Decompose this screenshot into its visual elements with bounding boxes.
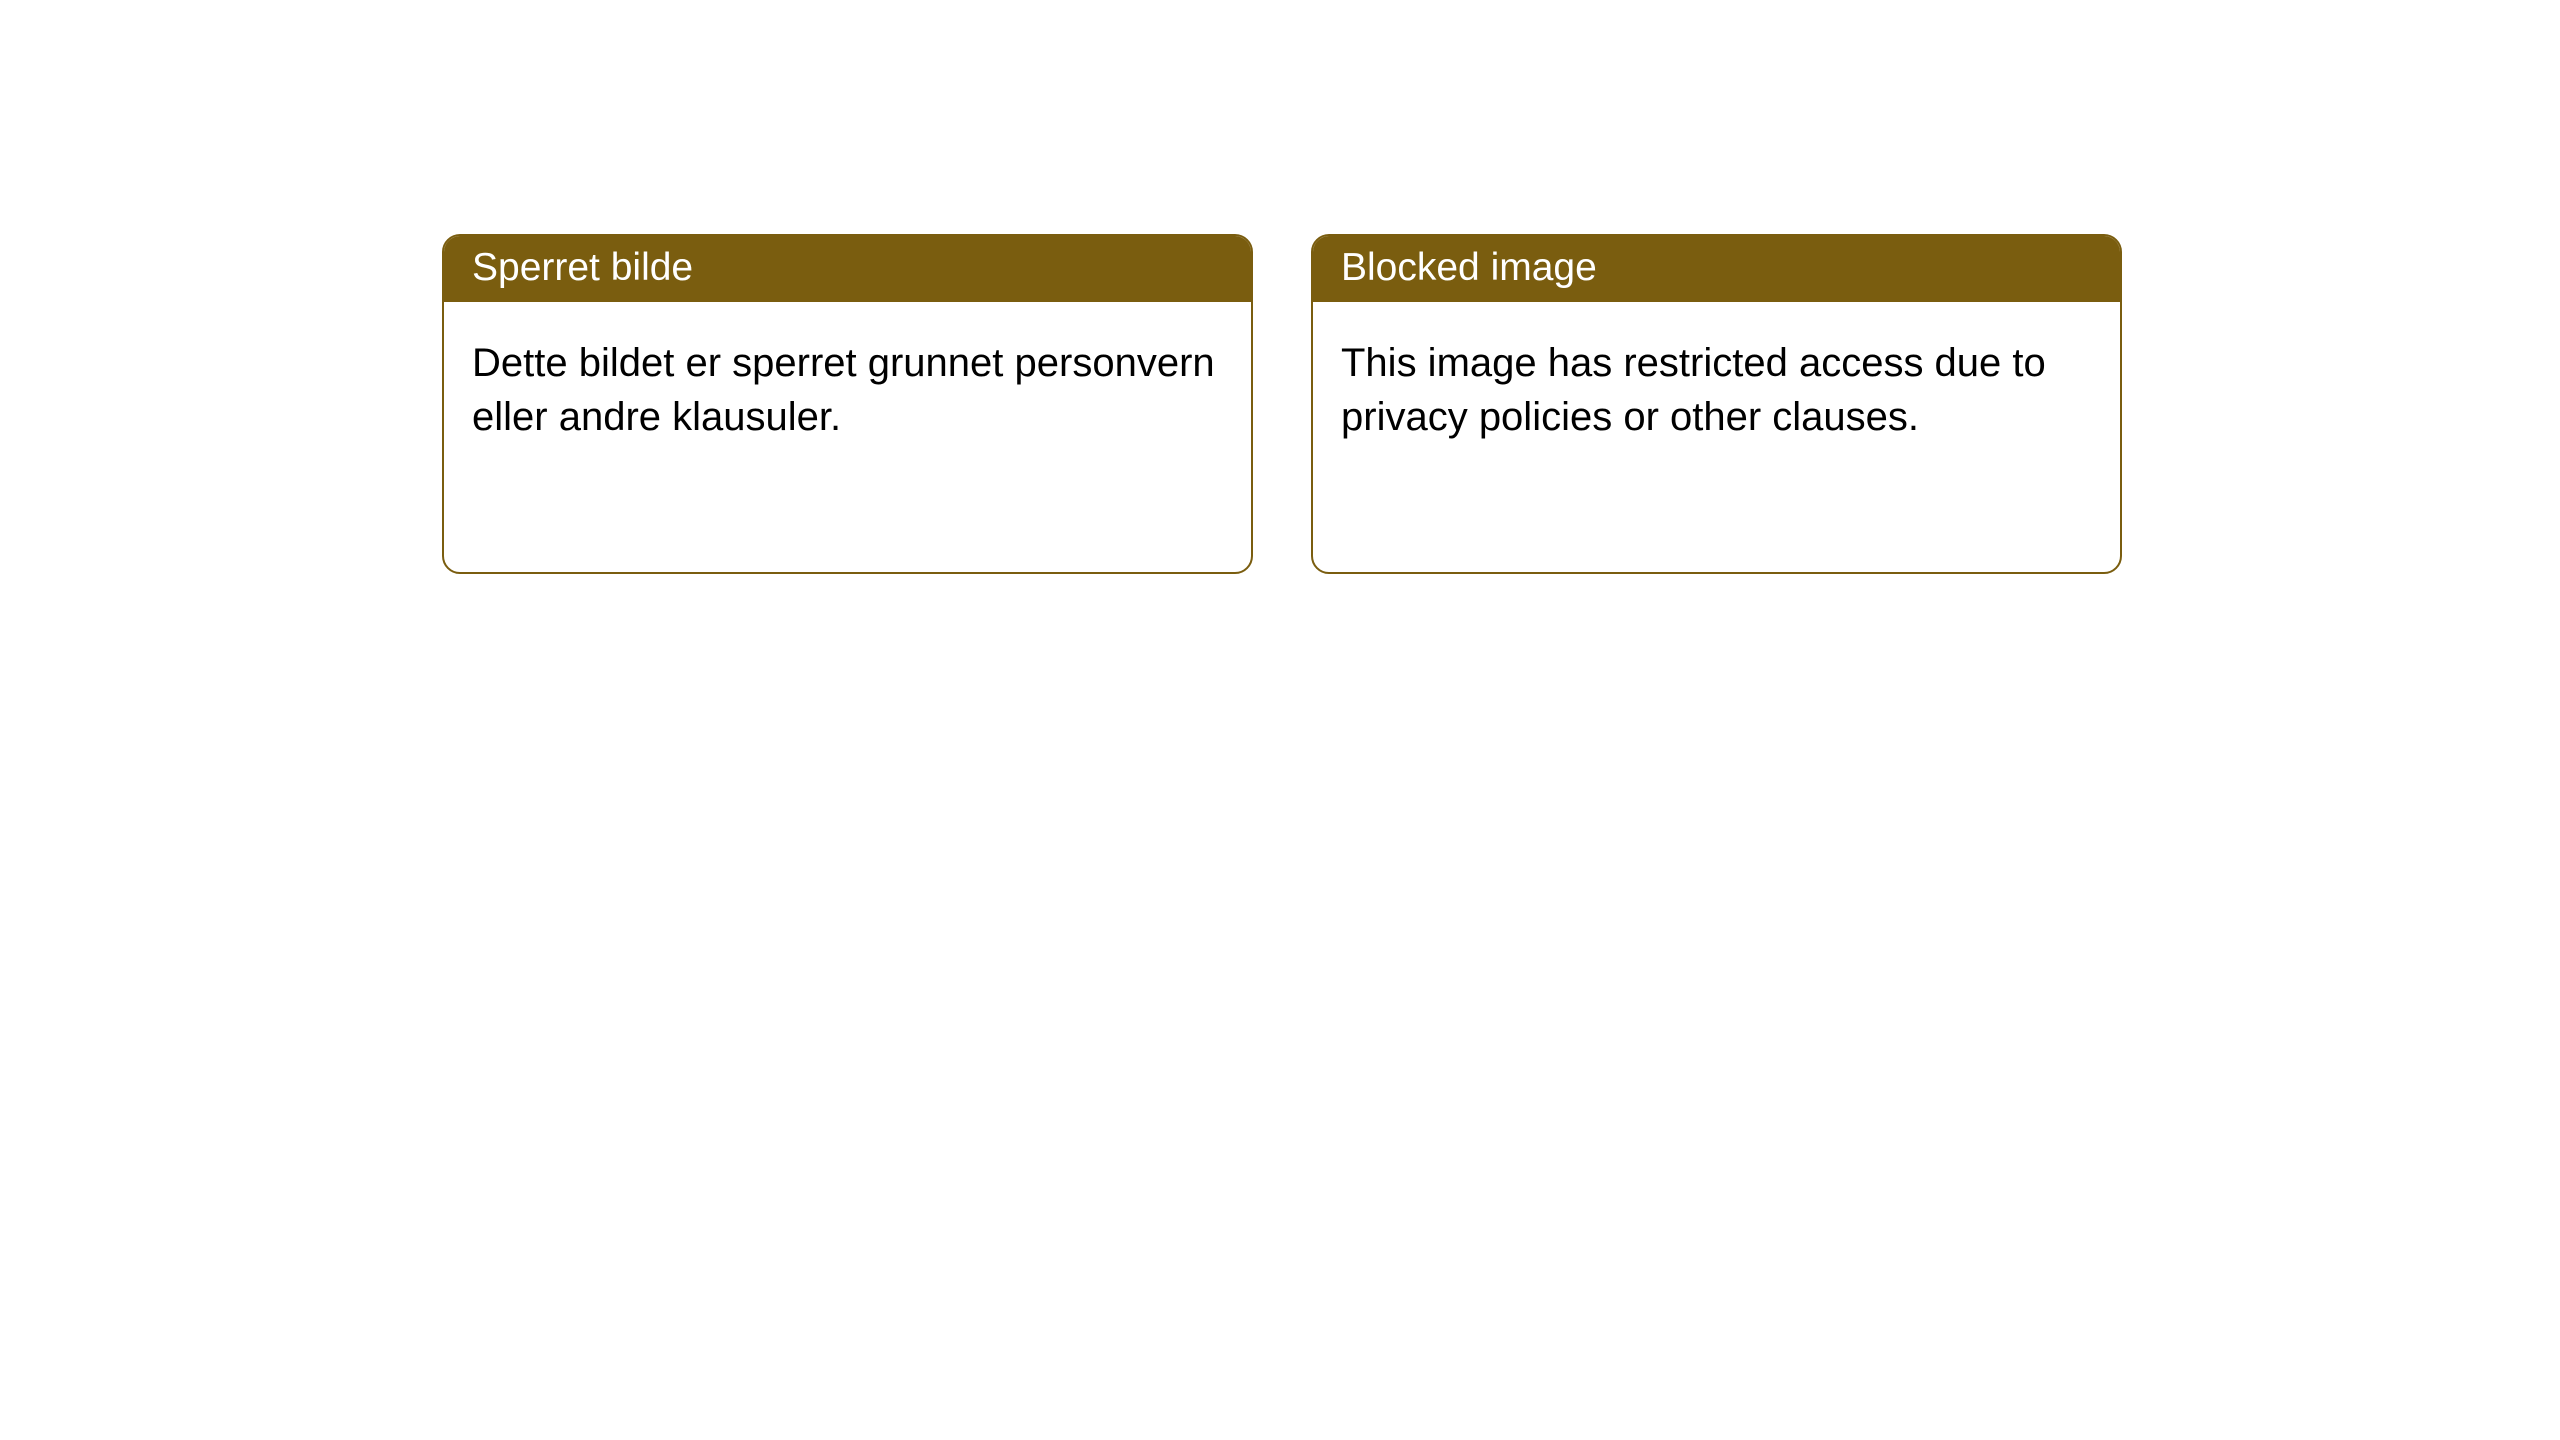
card-header: Sperret bilde <box>444 236 1251 302</box>
blocked-image-card-en: Blocked image This image has restricted … <box>1311 234 2122 574</box>
card-body: This image has restricted access due to … <box>1313 302 2120 572</box>
card-title: Sperret bilde <box>472 246 693 289</box>
card-body-text: This image has restricted access due to … <box>1341 341 2046 439</box>
card-body-text: Dette bildet er sperret grunnet personve… <box>472 341 1215 439</box>
card-header: Blocked image <box>1313 236 2120 302</box>
card-body: Dette bildet er sperret grunnet personve… <box>444 302 1251 572</box>
cards-container: Sperret bilde Dette bildet er sperret gr… <box>0 0 2560 574</box>
blocked-image-card-no: Sperret bilde Dette bildet er sperret gr… <box>442 234 1253 574</box>
card-title: Blocked image <box>1341 246 1597 289</box>
